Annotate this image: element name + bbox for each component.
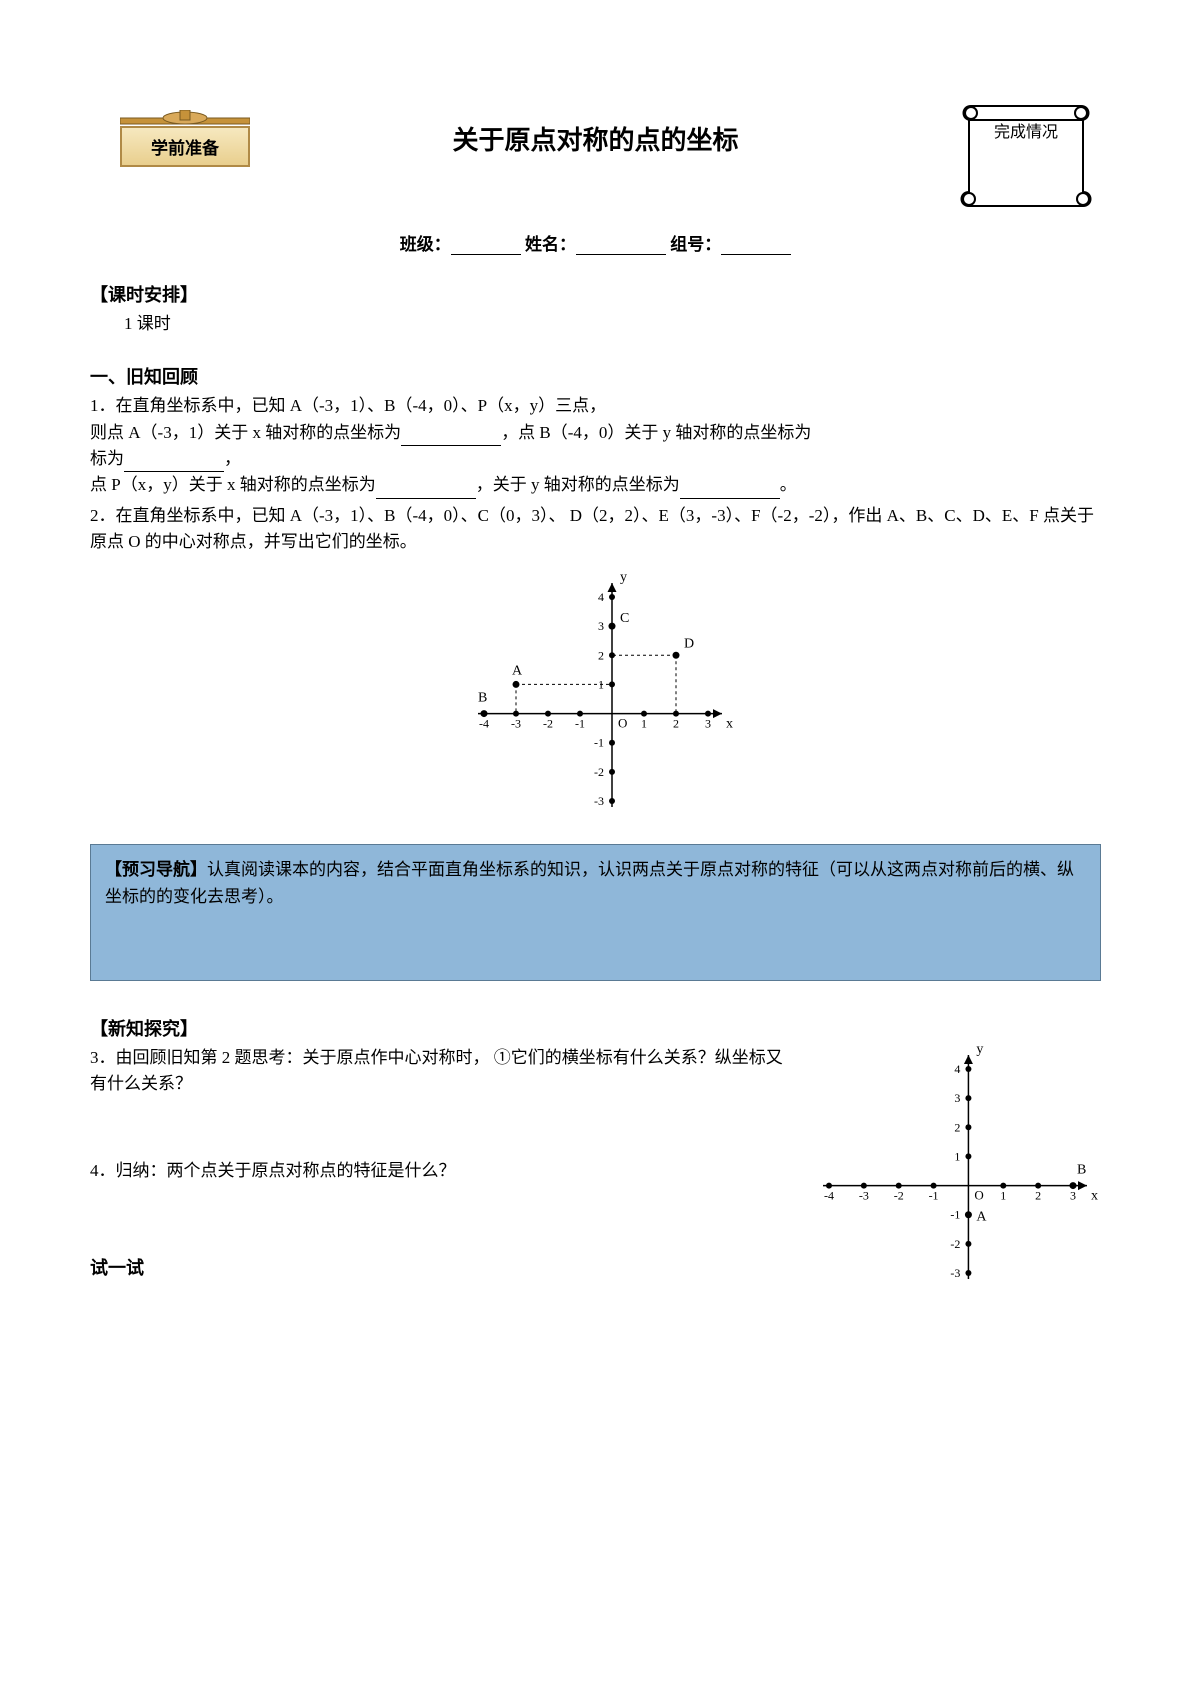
q1-l2-tail: 标为 [90, 449, 124, 468]
svg-text:4: 4 [598, 590, 604, 604]
svg-text:C: C [620, 612, 629, 627]
q3-q4-text: 3．由回顾旧知第 2 题思考：关于原点作中心对称时， ①它们的横坐标有什么关系？… [90, 1041, 791, 1280]
svg-text:-4: -4 [479, 717, 489, 731]
q1-line3a: 点 P（x，y）关于 x 轴对称的点坐标为 [90, 475, 376, 494]
svg-text:2: 2 [954, 1120, 960, 1134]
q3-q4-row: 3．由回顾旧知第 2 题思考：关于原点作中心对称时， ①它们的横坐标有什么关系？… [90, 1041, 1101, 1306]
q1-line3c: 。 [780, 475, 797, 494]
completion-scroll: 完成情况 [951, 100, 1101, 210]
svg-text:1: 1 [1000, 1189, 1006, 1203]
svg-text:A: A [976, 1210, 987, 1225]
q1-line1: 1．在直角坐标系中，已知 A（-3，1）、B（-4，0）、P（x，y）三点， [90, 396, 606, 415]
group-blank[interactable] [721, 237, 791, 255]
schedule-body: 1 课时 [124, 311, 1101, 337]
svg-text:-1: -1 [594, 736, 604, 750]
coordinate-chart-1: -4-3-2-1123-3-2-11234OxyABCD [456, 569, 736, 829]
q2: 2．在直角坐标系中，已知 A（-3，1）、B（-4，0）、C（0，3）、 D（2… [90, 503, 1101, 556]
svg-text:A: A [512, 664, 523, 679]
preview-box: 【预习导航】认真阅读课本的内容，结合平面直角坐标系的知识，认识两点关于原点对称的… [90, 844, 1101, 981]
q1-blank2[interactable] [124, 454, 224, 472]
group-label: 组号： [670, 235, 721, 254]
svg-text:-1: -1 [950, 1208, 960, 1222]
svg-text:2: 2 [1035, 1189, 1041, 1203]
svg-text:-2: -2 [950, 1237, 960, 1251]
svg-text:-2: -2 [543, 717, 553, 731]
svg-text:3: 3 [705, 717, 711, 731]
explore-heading: 【新知探究】 [90, 1015, 1101, 1041]
svg-text:2: 2 [673, 717, 679, 731]
name-blank[interactable] [576, 237, 666, 255]
q1: 1．在直角坐标系中，已知 A（-3，1）、B（-4，0）、P（x，y）三点， 则… [90, 393, 1101, 498]
chart2-wrap: -4 -3 -2 -1 1 2 3 -3 -2 -1 1 2 3 4 Ox y B A [801, 1041, 1101, 1306]
try-heading: 试一试 [90, 1254, 791, 1280]
svg-text:-3: -3 [511, 717, 521, 731]
class-label: 班级： [400, 235, 451, 254]
svg-text:-4: -4 [824, 1189, 834, 1203]
svg-text:1: 1 [641, 717, 647, 731]
name-label: 姓名： [525, 235, 576, 254]
class-blank[interactable] [451, 237, 521, 255]
q1-blank3[interactable] [376, 481, 476, 499]
preview-body: 认真阅读课本的内容，结合平面直角坐标系的知识，认识两点关于原点对称的特征（可以从… [105, 860, 1074, 905]
svg-text:-3: -3 [950, 1266, 960, 1280]
svg-text:3: 3 [954, 1091, 960, 1105]
q1-line3b: ，关于 y 轴对称的点坐标为 [476, 475, 680, 494]
svg-text:-1: -1 [929, 1189, 939, 1203]
svg-text:O: O [974, 1188, 983, 1203]
svg-text:O: O [618, 716, 627, 731]
svg-text:y: y [620, 570, 627, 585]
q3: 3．由回顾旧知第 2 题思考：关于原点作中心对称时， ①它们的横坐标有什么关系？… [90, 1045, 791, 1098]
svg-text:-3: -3 [594, 794, 604, 808]
meta-line: 班级： 姓名： 组号： [90, 230, 1101, 255]
chart1-wrap: -4-3-2-1123-3-2-11234OxyABCD [90, 569, 1101, 834]
svg-text:B: B [478, 691, 487, 706]
svg-text:4: 4 [954, 1062, 960, 1076]
page-title: 关于原点对称的点的坐标 [90, 120, 1101, 157]
svg-text:-2: -2 [594, 765, 604, 779]
page: 学前准备 关于原点对称的点的坐标 完成情况 班级： 姓名： 组号： 【课时安排】… [0, 0, 1191, 1684]
review-heading: 一、旧知回顾 [90, 363, 1101, 389]
scroll-label: 完成情况 [951, 118, 1101, 142]
q1-blank4[interactable] [680, 481, 780, 499]
svg-text:D: D [684, 637, 694, 652]
svg-text:2: 2 [598, 649, 604, 663]
scroll-icon [951, 100, 1101, 210]
svg-text:y: y [976, 1042, 983, 1057]
svg-text:B: B [1077, 1163, 1086, 1178]
schedule-heading: 【课时安排】 [90, 281, 1101, 307]
q4: 4．归纳：两个点关于原点对称点的特征是什么？ [90, 1158, 791, 1184]
q1-blank1[interactable] [401, 428, 501, 446]
preview-heading: 【预习导航】 [105, 860, 207, 879]
coordinate-chart-2: -4 -3 -2 -1 1 2 3 -3 -2 -1 1 2 3 4 Ox y B A [801, 1041, 1101, 1301]
svg-text:-3: -3 [859, 1189, 869, 1203]
q1-line2a: 则点 A（-3，1）关于 x 轴对称的点坐标为 [90, 423, 401, 442]
svg-text:3: 3 [1070, 1189, 1076, 1203]
svg-text:x: x [1091, 1189, 1098, 1204]
svg-text:1: 1 [954, 1150, 960, 1164]
svg-text:3: 3 [598, 620, 604, 634]
svg-text:-2: -2 [894, 1189, 904, 1203]
svg-text:-1: -1 [575, 717, 585, 731]
header: 学前准备 关于原点对称的点的坐标 完成情况 [90, 100, 1101, 220]
svg-text:x: x [726, 717, 733, 732]
q1-line2b: ，点 B（-4，0）关于 y 轴对称的点坐标为 [501, 423, 811, 442]
q1-line2c: ， [224, 449, 241, 468]
